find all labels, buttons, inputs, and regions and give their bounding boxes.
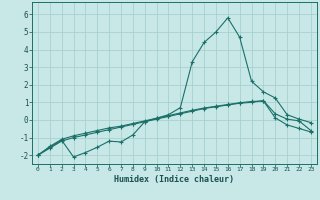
X-axis label: Humidex (Indice chaleur): Humidex (Indice chaleur): [115, 175, 234, 184]
